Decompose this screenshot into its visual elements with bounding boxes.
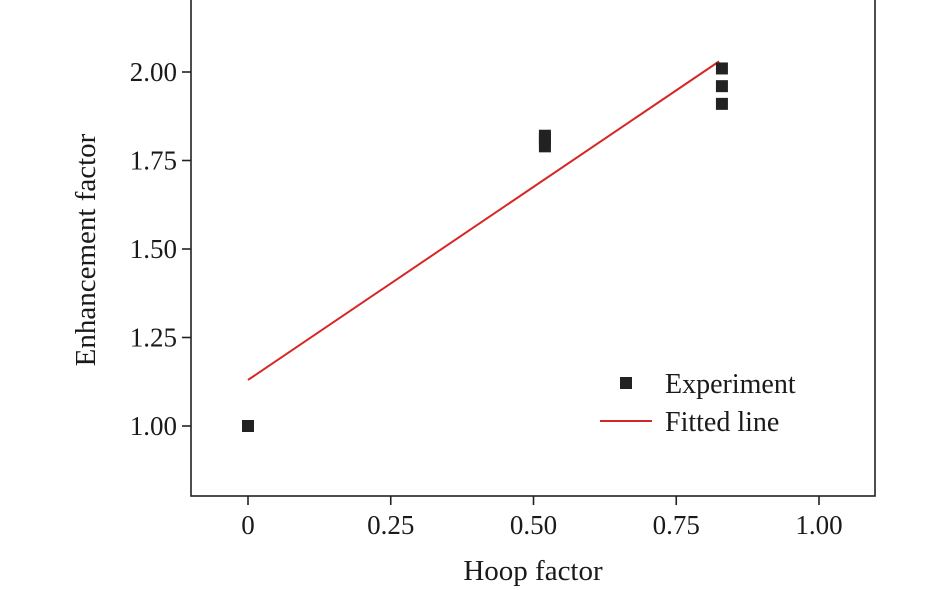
- experiment-point: [715, 80, 728, 93]
- experiment-point: [242, 420, 254, 432]
- series-layer: [242, 60, 728, 432]
- y-tick-label: 1.50: [130, 234, 177, 264]
- y-tick-label: 1.75: [130, 146, 177, 176]
- experiment-point: [715, 97, 728, 110]
- fitted-line: [247, 60, 720, 381]
- x-tick-label: 0: [241, 510, 255, 540]
- x-tick-label: 0.25: [367, 510, 414, 540]
- legend-label-fitted: Fitted line: [665, 407, 779, 438]
- x-axis-title: Hoop factor: [463, 555, 603, 587]
- x-tick-label: 0.75: [653, 510, 700, 540]
- y-tick-label: 2.00: [130, 57, 177, 87]
- y-tick-label: 1.25: [130, 323, 177, 353]
- legend: Experiment Fitted line: [600, 369, 796, 438]
- y-axis-title: Enhancement factor: [70, 133, 102, 366]
- y-tick-label: 1.00: [130, 411, 177, 441]
- experiment-point: [538, 140, 551, 153]
- x-tick-label: 0.50: [510, 510, 557, 540]
- y-axis-ticks: 1.00 1.25 1.50 1.75 2.00: [130, 57, 191, 441]
- legend-marker-experiment: [620, 377, 632, 389]
- experiment-point: [715, 62, 728, 75]
- x-axis-ticks: 0 0.25 0.50 0.75 1.00: [241, 496, 843, 540]
- x-tick-label: 1.00: [795, 510, 842, 540]
- legend-label-experiment: Experiment: [665, 369, 796, 400]
